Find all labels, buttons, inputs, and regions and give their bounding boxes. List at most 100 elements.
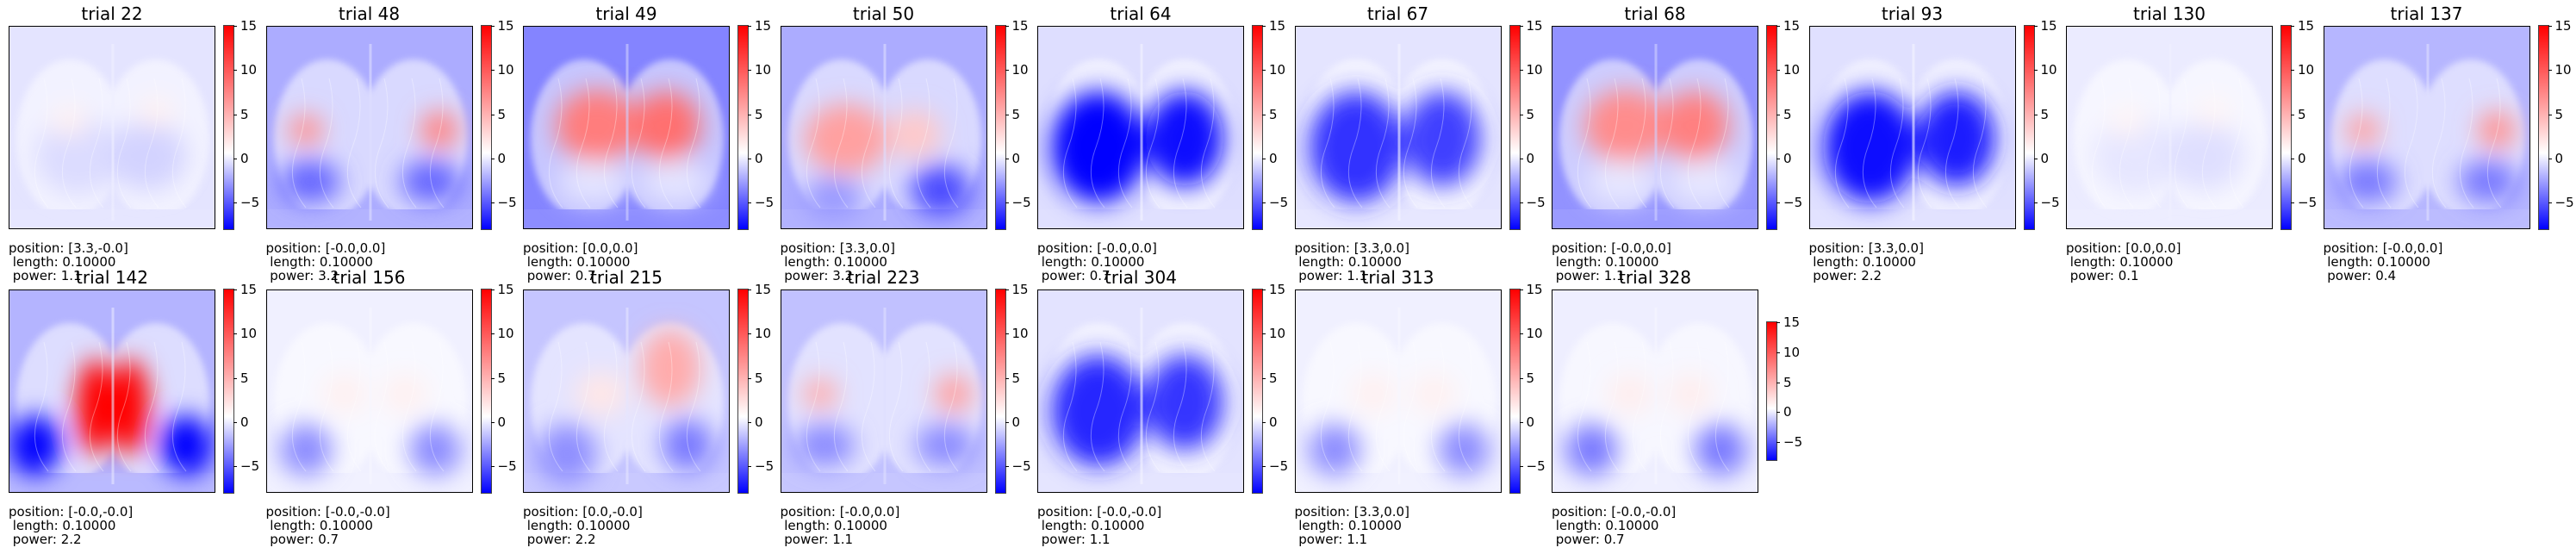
caption-position: position: [-0.0,0.0] (265, 240, 386, 256)
caption-length: length: 0.10000 (265, 518, 373, 533)
panel-caption: position: [0.0,-0.0] length: 0.10000 pow… (523, 505, 781, 546)
colorbar-tick-label: −5 (755, 458, 775, 475)
activity-blob (35, 117, 121, 195)
panel-caption: position: [-0.0,0.0] length: 0.10000 pow… (1037, 241, 1296, 283)
colorbar-tick-label: 15 (755, 282, 772, 297)
caption-length: length: 0.10000 (1294, 254, 1402, 270)
caption-length: length: 0.10000 (1552, 254, 1659, 270)
colorbar-tick-label: −5 (1526, 458, 1546, 475)
panel-title: trial 48 (338, 3, 401, 24)
caption-length: length: 0.10000 (1552, 518, 1659, 533)
activity-blob (1660, 91, 1729, 160)
colorbar-tick-label: 15 (1011, 282, 1029, 297)
activity-blob (1051, 91, 1146, 203)
activity-blob (632, 91, 700, 160)
activity-blob (1669, 375, 1712, 413)
colorbar-tick-label: −5 (1526, 195, 1546, 211)
colorbar-tick-label: 10 (2298, 62, 2315, 78)
colorbar-tick-label: 15 (1526, 18, 1543, 34)
heatmap-image (1294, 289, 1502, 493)
panel-title: trial 328 (1619, 267, 1691, 288)
caption-power: power: 2.2 (1808, 268, 1882, 283)
colorbar-tick-label: −5 (755, 195, 775, 211)
heatmap-image (523, 289, 730, 493)
colorbar: −5 0 5 10 15 (1252, 18, 1288, 230)
colorbar-tick-label: −5 (2298, 195, 2318, 211)
colorbar-tick-label: 5 (240, 106, 249, 122)
colorbar-tick-label: 10 (1011, 326, 1029, 342)
activity-blob (1308, 91, 1403, 203)
caption-position: position: [3.3,0.0] (1808, 240, 1924, 256)
heatmap-image (1294, 26, 1502, 229)
colorbar-tick-label: 15 (1526, 282, 1543, 297)
colorbar-tick-label: 5 (1269, 370, 1278, 386)
caption-length: length: 0.10000 (523, 254, 631, 270)
activity-blob (640, 329, 700, 407)
activity-blob (1587, 160, 1656, 203)
panel-caption: position: [-0.0,-0.0] length: 0.10000 po… (9, 505, 267, 546)
panel-title: trial 137 (2390, 3, 2463, 24)
colorbar-tick-label: 10 (1011, 62, 1029, 78)
panel-caption: position: [-0.0,0.0] length: 0.10000 pow… (1552, 241, 1810, 283)
colorbar-tick-label: 10 (2040, 62, 2057, 78)
colorbar-tick-label: 0 (2554, 150, 2564, 166)
colorbar-tick-label: 0 (1011, 150, 1021, 166)
colorbar-tick-label: 5 (2298, 106, 2306, 122)
colorbar-tick-label: 0 (2040, 150, 2050, 166)
colorbar-tick-label: 15 (240, 282, 258, 297)
colorbar-tick-label: 10 (497, 62, 514, 78)
activity-blob (1437, 424, 1490, 476)
panel-caption: position: [0.0,0.0] length: 0.10000 powe… (523, 241, 781, 283)
colorbar-tick-label: 5 (2040, 106, 2050, 122)
activity-blob (288, 115, 323, 146)
colorbar-tick-label: 15 (2040, 18, 2057, 34)
caption-length: length: 0.10000 (1294, 518, 1402, 533)
activity-blob (558, 160, 627, 203)
activity-blob (537, 424, 597, 484)
colorbar-tick-label: 15 (240, 18, 258, 34)
caption-length: length: 0.10000 (9, 254, 116, 270)
panel-caption: position: [3.3,0.0] length: 0.10000 powe… (781, 241, 1039, 283)
colorbar: −5 0 5 10 15 (480, 282, 517, 494)
heatmap-image (265, 289, 473, 493)
colorbar: −5 0 5 10 15 (994, 18, 1031, 230)
activity-blob (1695, 424, 1746, 476)
panel-title: trial 49 (595, 3, 657, 24)
colorbar-tick-label: 0 (1269, 150, 1278, 166)
activity-blob (910, 165, 971, 216)
caption-position: position: [0.0,0.0] (2066, 240, 2181, 256)
colorbar-tick-label: −5 (1783, 434, 1803, 451)
caption-power: power: 0.7 (265, 532, 339, 547)
colorbar-tick-label: 5 (1011, 106, 1021, 122)
caption-position: position: [-0.0,0.0] (780, 504, 900, 520)
activity-blob (2166, 121, 2243, 190)
activity-blob (160, 415, 212, 476)
colorbar-tick-label: 5 (1526, 106, 1535, 122)
caption-position: position: [3.3,0.0] (1294, 240, 1409, 256)
activity-blob (1051, 355, 1146, 467)
caption-length: length: 0.10000 (1037, 254, 1145, 270)
panel-caption: position: [3.3,-0.0] length: 0.10000 pow… (9, 241, 267, 283)
colorbar: −5 0 5 10 15 (994, 282, 1031, 494)
activity-blob (1669, 160, 1738, 203)
panel-title: trial 313 (1361, 267, 1434, 288)
heatmap-image (1552, 26, 1758, 229)
colorbar: −5 0 5 10 15 (223, 18, 259, 230)
caption-power: power: 3.2 (265, 268, 339, 283)
panel-title: trial 50 (852, 3, 915, 24)
colorbar-tick-label: 0 (1783, 404, 1792, 420)
colorbar-tick-label: 15 (2554, 18, 2572, 34)
panel-caption: position: [-0.0,-0.0] length: 0.10000 po… (266, 505, 525, 546)
caption-length: length: 0.10000 (1808, 254, 1916, 270)
heatmap-image (780, 26, 987, 229)
caption-length: length: 0.10000 (780, 518, 887, 533)
caption-position: position: [-0.0,0.0] (2323, 240, 2443, 256)
activity-blob (1411, 375, 1455, 413)
caption-power: power: 1.1 (1294, 532, 1368, 547)
caption-length: length: 0.10000 (265, 254, 373, 270)
activity-blob (279, 160, 340, 203)
colorbar-tick-label: −5 (1783, 195, 1803, 211)
colorbar: −5 0 5 10 15 (2280, 18, 2317, 230)
caption-position: position: [-0.0,-0.0] (9, 504, 134, 520)
